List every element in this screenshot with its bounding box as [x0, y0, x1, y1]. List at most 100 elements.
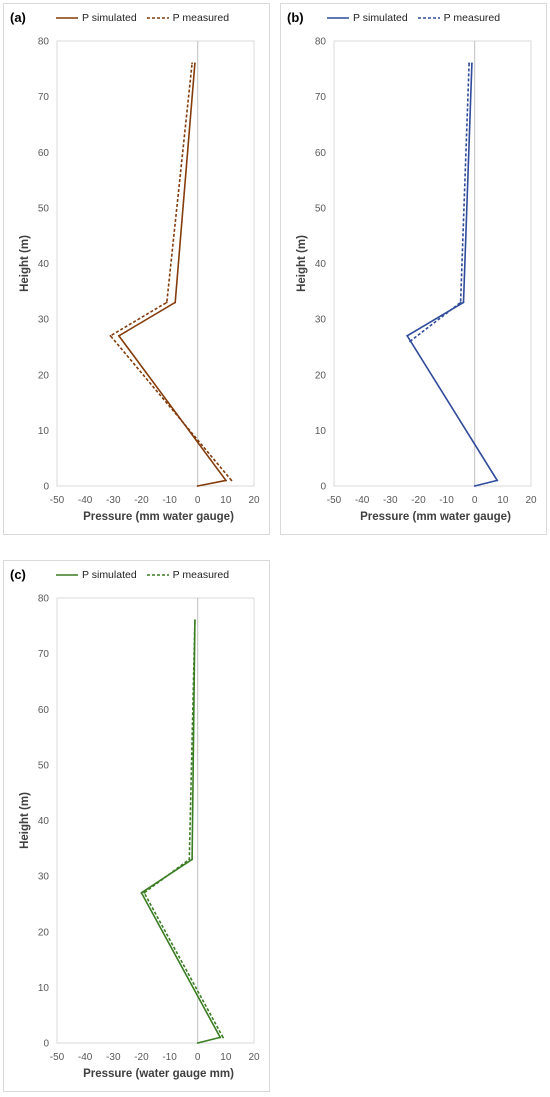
series-line-measured — [143, 620, 224, 1038]
legend-label: P measured — [443, 12, 501, 24]
series-line-measured — [109, 63, 233, 481]
data-point-measured — [191, 62, 193, 65]
plot-area — [56, 40, 255, 487]
y-tick-label: 0 — [43, 1039, 49, 1050]
x-tick-label: -10 — [162, 495, 177, 506]
legend-swatch-dashed — [146, 17, 169, 19]
data-point-measured — [459, 301, 462, 304]
x-tick-label: -20 — [134, 495, 149, 506]
legend-swatch-dashed — [417, 17, 440, 19]
chart-panel-c: (c) P simulated P measured 0 10 20 30 40 50 60… — [3, 560, 270, 1092]
data-point-measured — [409, 340, 411, 343]
data-point-simulated — [194, 62, 196, 65]
data-point-simulated — [191, 858, 193, 861]
legend-item-measured: P measured — [146, 12, 230, 24]
x-tick-label: 10 — [497, 495, 509, 506]
data-point-measured — [222, 1036, 224, 1039]
legend-item-measured: P measured — [417, 12, 501, 24]
y-tick-label: 0 — [320, 482, 326, 493]
y-tick-label: 50 — [315, 203, 327, 214]
data-point-simulated — [471, 62, 473, 65]
x-tick-label: -30 — [106, 495, 121, 506]
x-axis-title: Pressure (water gauge mm) — [83, 1068, 234, 1080]
x-tick-label: -10 — [162, 1052, 177, 1063]
y-tick-label: 20 — [38, 370, 50, 381]
data-point-simulated — [174, 301, 177, 304]
legend-item-measured: P measured — [146, 569, 230, 581]
data-point-simulated — [196, 1042, 199, 1044]
panel-label: (a) — [10, 10, 26, 25]
legend-swatch-solid — [56, 574, 78, 576]
y-axis-title: Height (m) — [19, 235, 31, 292]
y-tick-label: 30 — [38, 315, 50, 326]
x-tick-label: -40 — [78, 495, 93, 506]
data-point-simulated — [496, 479, 499, 482]
y-tick-label: 50 — [38, 760, 50, 771]
y-tick-label: 40 — [38, 259, 50, 270]
x-tick-label: -20 — [411, 495, 426, 506]
data-point-measured — [143, 891, 146, 894]
panel-label: (b) — [287, 10, 304, 25]
legend-label: P measured — [172, 569, 230, 581]
plot-area — [56, 597, 255, 1044]
legend-item-simulated: P simulated — [56, 569, 137, 581]
legend-item-simulated: P simulated — [327, 12, 408, 24]
data-point-simulated — [219, 1036, 222, 1039]
x-tick-label: -40 — [355, 495, 370, 506]
x-tick-label: 20 — [248, 1052, 260, 1063]
x-tick-label: 20 — [525, 495, 537, 506]
series-line-simulated — [117, 63, 228, 487]
series-line-simulated — [140, 620, 222, 1044]
y-tick-label: 80 — [38, 594, 50, 605]
x-tick-label: 20 — [248, 495, 260, 506]
data-point-measured — [165, 301, 168, 304]
legend-swatch-solid — [56, 17, 78, 19]
series-line-simulated — [406, 63, 499, 487]
legend: P simulated P measured — [56, 569, 229, 581]
legend: P simulated P measured — [56, 12, 229, 24]
x-tick-label: -30 — [383, 495, 398, 506]
data-point-measured — [188, 858, 191, 861]
x-tick-label: -20 — [134, 1052, 149, 1063]
y-axis-title: Height (m) — [296, 235, 308, 292]
data-point-simulated — [140, 891, 143, 894]
data-point-simulated — [473, 485, 476, 487]
y-tick-label: 30 — [315, 315, 327, 326]
data-point-measured — [230, 479, 233, 482]
legend-swatch-dashed — [146, 574, 169, 576]
y-tick-label: 30 — [38, 872, 50, 883]
legend-label: P simulated — [353, 12, 408, 24]
legend: P simulated P measured — [327, 12, 500, 24]
data-point-simulated — [196, 485, 199, 487]
y-tick-label: 70 — [38, 649, 50, 660]
data-point-measured — [194, 619, 196, 622]
data-point-simulated — [224, 479, 227, 482]
legend-item-simulated: P simulated — [56, 12, 137, 24]
x-tick-label: 0 — [195, 1052, 201, 1063]
y-tick-label: 80 — [315, 37, 327, 48]
x-tick-label: -50 — [327, 495, 342, 506]
y-tick-label: 60 — [38, 148, 50, 159]
x-tick-label: 0 — [195, 495, 201, 506]
chart-svg: 0 10 20 30 40 50 60 70 80 -50 -40 -30 -20 -10 0 10 20 Pre… — [19, 594, 260, 1081]
data-point-simulated — [462, 301, 465, 304]
y-tick-label: 20 — [38, 927, 50, 938]
data-point-simulated — [118, 334, 120, 337]
y-tick-label: 60 — [315, 148, 327, 159]
y-axis-title: Height (m) — [19, 792, 31, 849]
x-tick-label: -30 — [106, 1052, 121, 1063]
data-point-measured — [109, 334, 112, 337]
x-axis-title: Pressure (mm water gauge) — [360, 511, 511, 523]
y-tick-label: 10 — [38, 426, 50, 437]
legend-label: P measured — [172, 12, 230, 24]
x-tick-label: -50 — [50, 1052, 65, 1063]
data-point-simulated — [406, 334, 409, 337]
x-tick-label: 0 — [472, 495, 478, 506]
y-tick-label: 10 — [315, 426, 327, 437]
y-tick-label: 60 — [38, 705, 50, 716]
plot-area — [333, 40, 532, 487]
y-tick-label: 40 — [315, 259, 327, 270]
panel-label: (c) — [10, 567, 26, 582]
chart-svg: 0 10 20 30 40 50 60 70 80 -50 -40 -30 -20 -10 0 10 20 Pre… — [296, 37, 537, 524]
legend-swatch-solid — [327, 17, 349, 19]
